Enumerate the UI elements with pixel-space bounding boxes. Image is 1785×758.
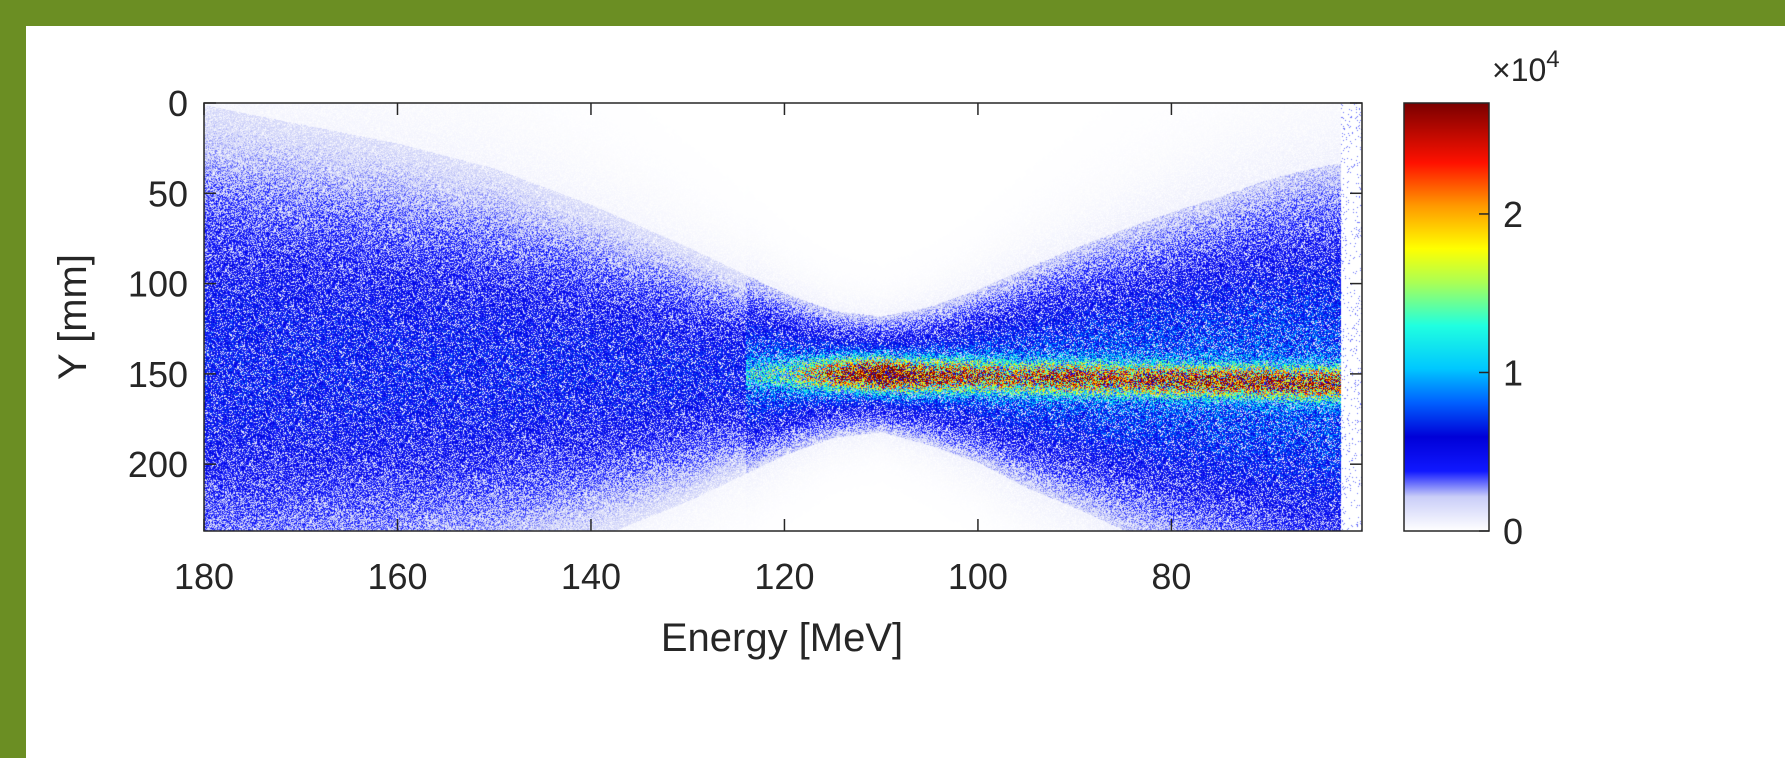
y-axis-label: Y [mm] — [51, 254, 95, 380]
x-tick-label: 160 — [367, 556, 427, 597]
x-axis-ticks: 180 160 140 120 100 80 — [174, 103, 1191, 597]
y-axis-ticks: 0 50 100 150 200 — [128, 83, 1362, 485]
colorbar: 0 1 2 ×104 — [1403, 46, 1560, 552]
figure-panel: 180 160 140 120 100 80 0 50 100 150 200 Energy [M… — [26, 26, 1785, 758]
y-tick-label: 200 — [128, 444, 188, 485]
x-tick-label: 120 — [754, 556, 814, 597]
colorbar-gradient — [1403, 102, 1490, 532]
colorbar-tick-label: 1 — [1503, 352, 1523, 393]
colorbar-ticks: 0 1 2 — [1479, 194, 1523, 552]
colorbar-tick-label: 0 — [1503, 511, 1523, 552]
y-tick-label: 100 — [128, 264, 188, 305]
x-tick-label: 100 — [948, 556, 1008, 597]
y-tick-label: 0 — [168, 83, 188, 124]
x-tick-label: 80 — [1151, 556, 1191, 597]
colorbar-tick-label: 2 — [1503, 194, 1523, 235]
colorbar-exponent: ×104 — [1492, 46, 1560, 88]
y-tick-label: 50 — [148, 173, 188, 214]
heatmap-area — [204, 103, 1362, 531]
plot-axes-box — [203, 102, 1363, 532]
heatmap-canvas — [204, 103, 1362, 531]
x-axis-label: Energy [MeV] — [661, 616, 903, 660]
x-tick-label: 180 — [174, 556, 234, 597]
y-tick-label: 150 — [128, 354, 188, 395]
x-tick-label: 140 — [561, 556, 621, 597]
